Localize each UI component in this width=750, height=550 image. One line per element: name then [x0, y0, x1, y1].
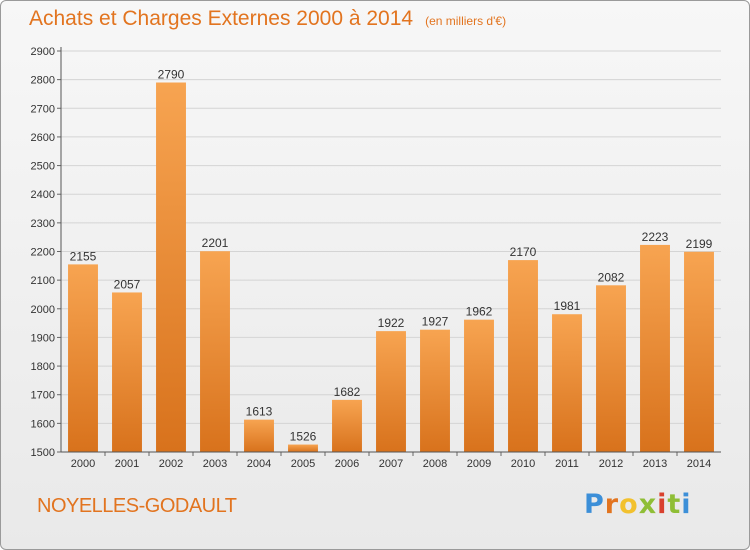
bar-value-label: 2155 [70, 249, 97, 263]
x-tick-label: 2007 [379, 458, 403, 470]
bar-value-label: 1962 [466, 305, 493, 319]
chart-title: Achats et Charges Externes 2000 à 2014 (e… [29, 7, 506, 31]
x-tick-label: 2011 [555, 458, 579, 470]
bar [156, 82, 186, 452]
chart-subtitle: (en milliers d'€) [425, 14, 507, 28]
y-axis-ticks: 1500 1600 1700 1800 1900 2000 2100 2200 2300 2400… [31, 46, 61, 459]
y-tick-label: 2600 [31, 132, 55, 144]
x-axis-ticks: 2000 2001 2002 2003 2004 2005 2006 2007 2008 2009… [71, 452, 711, 470]
bar-value-label: 1613 [246, 405, 273, 419]
bar [420, 329, 450, 452]
bar-value-label: 1922 [378, 316, 405, 330]
axes [60, 47, 721, 453]
bar-value-label: 2057 [114, 277, 141, 291]
bar [640, 244, 670, 452]
logo-letter: P [584, 489, 605, 520]
x-tick-label: 2003 [203, 458, 227, 470]
y-tick-label: 2500 [31, 161, 55, 173]
commune-name: NOYELLES-GODAULT [37, 495, 237, 517]
y-tick-label: 1700 [31, 390, 55, 402]
logo-letter: x [638, 489, 658, 520]
y-tick-label: 1900 [31, 332, 55, 344]
bar [464, 319, 494, 452]
bar [684, 251, 714, 452]
bar [552, 314, 582, 452]
bar [332, 399, 362, 452]
x-tick-label: 2012 [599, 458, 623, 470]
bar [288, 444, 318, 452]
y-tick-label: 1500 [31, 447, 55, 459]
y-tick-label: 2800 [31, 75, 55, 87]
logo-letter: t [667, 489, 682, 520]
logo-letter: i [657, 489, 668, 520]
bar-value-label: 2199 [686, 237, 713, 251]
bar [376, 331, 406, 452]
bar [200, 251, 230, 452]
logo-letter: i [681, 489, 692, 520]
data-labels: 2155 2057 2790 2201 1613 1526 1682 1922 1927 1962… [70, 68, 713, 444]
y-tick-label: 1800 [31, 361, 55, 373]
logo-letter: r [604, 489, 620, 520]
x-tick-label: 2010 [511, 458, 535, 470]
bar [596, 285, 626, 452]
bars [68, 82, 714, 452]
x-tick-label: 2014 [687, 458, 711, 470]
bar-value-label: 2790 [158, 68, 185, 82]
bar-value-label: 1526 [290, 430, 317, 444]
x-tick-label: 2006 [335, 458, 359, 470]
x-tick-label: 2002 [159, 458, 183, 470]
bar-value-label: 2223 [642, 230, 669, 244]
y-tick-label: 2100 [31, 275, 55, 287]
bar [112, 292, 142, 452]
x-tick-label: 2008 [423, 458, 447, 470]
x-tick-label: 2004 [247, 458, 271, 470]
y-tick-label: 2700 [31, 103, 55, 115]
bar-value-label: 2082 [598, 270, 625, 284]
proxiti-logo: Proxiti [584, 489, 692, 520]
bar-value-label: 1981 [554, 299, 581, 313]
y-tick-label: 2300 [31, 218, 55, 230]
x-tick-label: 2013 [643, 458, 667, 470]
y-tick-label: 2000 [31, 304, 55, 316]
x-tick-label: 2005 [291, 458, 315, 470]
bar [68, 264, 98, 452]
y-tick-label: 2400 [31, 189, 55, 201]
bar [244, 419, 274, 452]
x-tick-label: 2009 [467, 458, 491, 470]
logo-letter: o [619, 489, 639, 520]
y-tick-label: 1600 [31, 418, 55, 430]
chart-title-text: Achats et Charges Externes 2000 à 2014 [29, 7, 414, 30]
x-tick-label: 2000 [71, 458, 95, 470]
bar-value-label: 1682 [334, 385, 361, 399]
x-tick-label: 2001 [115, 458, 139, 470]
bar-value-label: 1927 [422, 315, 449, 329]
bar-value-label: 2201 [202, 236, 229, 250]
y-tick-label: 2900 [31, 46, 55, 58]
y-tick-label: 2200 [31, 247, 55, 259]
bar-value-label: 2170 [510, 245, 537, 259]
bar [508, 260, 538, 452]
